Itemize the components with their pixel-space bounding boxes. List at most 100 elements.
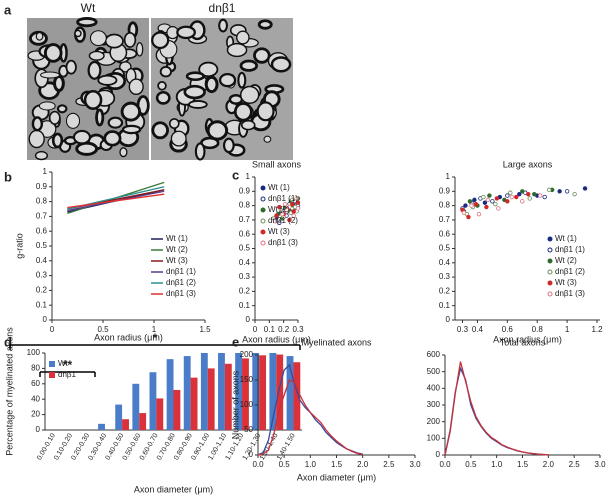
point	[526, 191, 531, 197]
y-tick-label: 0.3	[439, 272, 451, 281]
point	[508, 190, 513, 195]
point	[287, 217, 292, 223]
y-tick-label: 0.5	[36, 241, 48, 250]
y-tick-label: 0.3	[36, 271, 48, 280]
legend-swatch	[260, 218, 266, 224]
point	[557, 189, 562, 194]
bar	[183, 356, 191, 430]
axon-profile	[72, 129, 92, 145]
bar	[207, 368, 215, 430]
x-tick-label: 0.4	[472, 325, 484, 334]
bar	[259, 355, 267, 430]
axon-profile	[48, 110, 61, 125]
axon-profile	[34, 150, 49, 161]
bar	[286, 356, 294, 430]
axon-profile	[104, 33, 124, 49]
significance-mark: **	[63, 358, 73, 372]
y-tick-label: 0.6	[36, 226, 48, 235]
x-tick-label: 0.0	[439, 460, 451, 469]
x-tick-label: 1.5	[199, 325, 211, 334]
point	[467, 199, 473, 204]
axon-profile	[237, 71, 247, 89]
axon-profile	[103, 130, 122, 147]
bar	[276, 354, 284, 430]
point	[274, 213, 279, 218]
axon-profile	[240, 119, 256, 131]
axon-profile	[43, 43, 63, 63]
x-tick-label: 1	[152, 325, 157, 334]
axon-profile	[218, 18, 229, 33]
axon-profile	[120, 101, 142, 122]
legend-label: Wt (3)	[555, 278, 577, 287]
point	[485, 197, 491, 203]
line	[67, 193, 165, 209]
bar	[166, 359, 174, 430]
legend-swatch	[260, 185, 266, 191]
legend-label: dnβ1 (2)	[166, 278, 196, 287]
legend-label: Wt	[58, 359, 69, 368]
legend-label: dnβ1 (3)	[166, 289, 196, 298]
y-tick-label: 0.2	[439, 287, 451, 296]
y-tick-label: 0.7	[36, 212, 48, 221]
point	[538, 193, 543, 198]
x-tick-label: 1.0	[305, 460, 317, 469]
legend-label: Wt (1)	[166, 234, 188, 243]
y-axis-title: g-ratio	[14, 233, 24, 259]
y-tick-label: 0.6	[239, 229, 251, 238]
bar	[293, 362, 301, 430]
legend-label: Wt (2)	[166, 245, 188, 254]
y-tick-label: 400	[427, 383, 441, 392]
bar	[139, 413, 147, 430]
legend-swatch	[260, 229, 266, 235]
x-tick-label: 0.5	[465, 460, 477, 469]
bar	[98, 423, 105, 430]
x-tick-label: 1.0	[491, 460, 503, 469]
axon-profile	[135, 42, 144, 57]
x-tick-label: 0.1	[264, 325, 276, 334]
axon-profile	[75, 141, 99, 156]
legend-swatch	[260, 240, 266, 246]
axon-profile	[53, 74, 65, 92]
point	[514, 194, 519, 200]
bar	[122, 419, 129, 430]
y-tick-label: 0.4	[239, 258, 251, 267]
axon-profile	[38, 101, 56, 111]
bar	[149, 372, 157, 430]
y-tick-label: 0	[246, 315, 251, 324]
x-tick-label: 0.3	[292, 325, 304, 334]
panel-label: b	[4, 169, 12, 184]
x-tick-label: 0.5	[279, 460, 291, 469]
x-tick-label: 0.5	[97, 325, 109, 334]
bar	[269, 353, 277, 430]
x-tick-label: 2.5	[569, 460, 581, 469]
line	[257, 379, 363, 456]
point	[295, 200, 301, 205]
y-tick-label: 0.9	[439, 186, 451, 195]
axon-profile	[256, 101, 275, 122]
y-tick-label: 0.6	[439, 229, 451, 238]
legend-label: dnβ1 (1)	[555, 245, 585, 254]
legend-label: Wt (2)	[268, 205, 290, 214]
legend-swatch	[547, 269, 553, 275]
point	[527, 196, 532, 201]
point	[290, 197, 295, 203]
axon-profile	[28, 129, 45, 149]
y-tick-label: 40	[31, 394, 40, 403]
y-tick-label: 0.4	[36, 256, 48, 265]
y-tick-label: 1	[246, 172, 251, 181]
axon-profile	[35, 31, 44, 41]
point	[572, 191, 577, 197]
x-axis-title: Axon radius (μm)	[242, 334, 311, 344]
axon-profile	[233, 102, 253, 122]
bar	[235, 353, 243, 430]
x-tick-label: 0.8	[532, 325, 544, 334]
y-tick-label: 80	[31, 364, 40, 373]
y-tick-label: 1	[446, 172, 451, 181]
axon-profile	[155, 90, 171, 105]
bar	[224, 363, 232, 430]
y-tick-label: 100	[27, 348, 41, 357]
axon-profile	[183, 84, 206, 100]
x-tick-label: 3.0	[409, 460, 421, 469]
axon-profile	[151, 121, 169, 140]
point	[282, 201, 288, 207]
